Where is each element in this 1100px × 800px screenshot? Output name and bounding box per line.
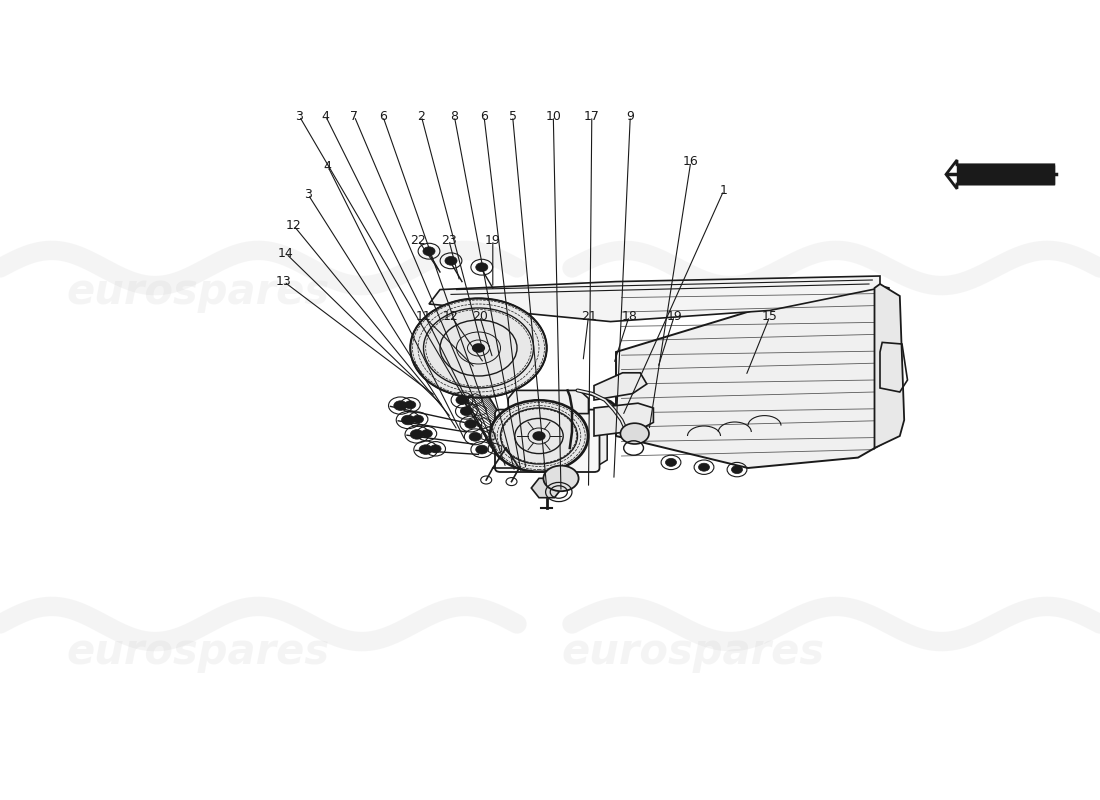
Text: 7: 7 xyxy=(350,110,359,122)
Text: 13: 13 xyxy=(276,275,292,288)
Text: 5: 5 xyxy=(508,110,517,122)
Circle shape xyxy=(422,246,436,255)
Circle shape xyxy=(460,406,473,416)
Circle shape xyxy=(455,396,469,404)
Text: 3: 3 xyxy=(295,110,304,122)
Text: 15: 15 xyxy=(762,310,778,322)
Circle shape xyxy=(490,400,588,472)
Text: 11: 11 xyxy=(416,310,431,322)
Text: 6: 6 xyxy=(378,110,387,122)
Circle shape xyxy=(469,432,482,442)
Circle shape xyxy=(666,458,676,466)
Polygon shape xyxy=(616,280,889,468)
Text: 10: 10 xyxy=(546,110,561,122)
Circle shape xyxy=(419,445,432,454)
Circle shape xyxy=(405,401,416,409)
Circle shape xyxy=(444,256,458,265)
Text: 16: 16 xyxy=(683,155,698,168)
Text: 23: 23 xyxy=(441,234,456,246)
Polygon shape xyxy=(531,478,562,498)
Circle shape xyxy=(394,401,407,410)
Circle shape xyxy=(421,430,432,438)
Polygon shape xyxy=(550,414,607,468)
Text: 22: 22 xyxy=(410,234,426,246)
Polygon shape xyxy=(957,165,1054,184)
Text: 2: 2 xyxy=(417,110,426,122)
Text: 12: 12 xyxy=(443,310,459,322)
Text: eurospares: eurospares xyxy=(66,271,330,313)
Text: 4: 4 xyxy=(321,110,330,122)
Text: 21: 21 xyxy=(581,310,596,322)
Polygon shape xyxy=(946,160,1054,189)
Polygon shape xyxy=(508,390,588,414)
Polygon shape xyxy=(594,373,647,400)
Text: eurospares: eurospares xyxy=(66,631,330,673)
Circle shape xyxy=(620,423,649,444)
Polygon shape xyxy=(874,284,904,448)
Circle shape xyxy=(543,466,579,491)
Text: 19: 19 xyxy=(667,310,682,322)
Text: 19: 19 xyxy=(485,234,501,246)
Circle shape xyxy=(732,466,742,474)
Circle shape xyxy=(402,415,415,425)
Circle shape xyxy=(532,431,546,441)
Text: 3: 3 xyxy=(304,188,312,201)
Text: 8: 8 xyxy=(450,110,459,122)
Circle shape xyxy=(698,463,710,471)
Polygon shape xyxy=(594,403,653,436)
Text: eurospares: eurospares xyxy=(561,631,825,673)
Circle shape xyxy=(464,419,477,429)
FancyBboxPatch shape xyxy=(495,410,600,472)
Circle shape xyxy=(430,445,441,453)
Text: 14: 14 xyxy=(278,247,294,260)
Text: 9: 9 xyxy=(626,110,635,122)
Text: eurospares: eurospares xyxy=(561,271,825,313)
Text: 1: 1 xyxy=(719,184,728,197)
Circle shape xyxy=(475,445,488,454)
Text: 6: 6 xyxy=(480,110,488,122)
Circle shape xyxy=(472,343,485,353)
Text: 18: 18 xyxy=(621,310,637,322)
Circle shape xyxy=(410,430,424,439)
Text: 12: 12 xyxy=(286,219,301,232)
Text: 20: 20 xyxy=(472,310,487,322)
Text: 17: 17 xyxy=(584,110,600,122)
Circle shape xyxy=(410,298,547,398)
Polygon shape xyxy=(429,276,880,322)
Circle shape xyxy=(475,262,488,271)
Text: 4: 4 xyxy=(323,160,332,173)
Circle shape xyxy=(412,415,424,423)
